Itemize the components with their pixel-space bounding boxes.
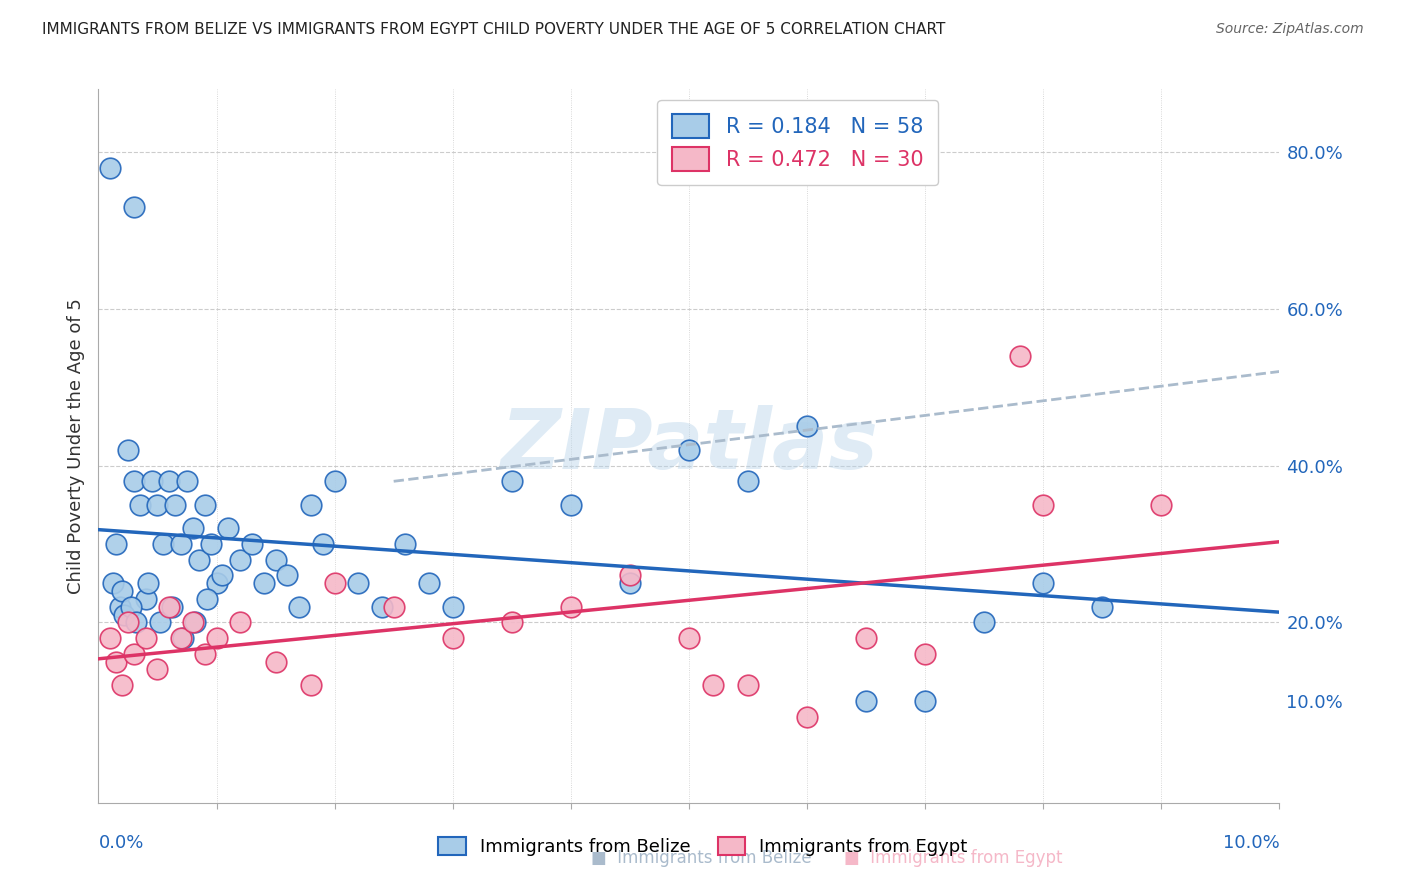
Point	[122, 475, 145, 489]
Point	[187, 552, 209, 566]
Point	[382, 599, 405, 614]
Point	[299, 678, 322, 692]
Point	[394, 537, 416, 551]
Point	[105, 537, 128, 551]
Point	[135, 631, 157, 645]
Point	[141, 475, 163, 489]
Point	[796, 709, 818, 723]
Point	[101, 576, 124, 591]
Point	[112, 607, 135, 622]
Point	[98, 161, 121, 175]
Point	[146, 663, 169, 677]
Point	[125, 615, 148, 630]
Point	[323, 475, 346, 489]
Point	[157, 599, 180, 614]
Text: ZIPatlas: ZIPatlas	[501, 406, 877, 486]
Point	[323, 576, 346, 591]
Point	[1150, 498, 1173, 512]
Point	[560, 599, 582, 614]
Point	[172, 631, 194, 645]
Point	[619, 568, 641, 582]
Point	[737, 678, 759, 692]
Point	[117, 615, 139, 630]
Point	[229, 615, 252, 630]
Point	[217, 521, 239, 535]
Point	[194, 498, 217, 512]
Point	[855, 694, 877, 708]
Point	[122, 647, 145, 661]
Point	[973, 615, 995, 630]
Point	[229, 552, 252, 566]
Point	[619, 576, 641, 591]
Point	[501, 475, 523, 489]
Text: ■  Immigrants from Belize: ■ Immigrants from Belize	[591, 849, 811, 867]
Point	[264, 552, 287, 566]
Point	[108, 599, 131, 614]
Point	[105, 655, 128, 669]
Text: Source: ZipAtlas.com: Source: ZipAtlas.com	[1216, 22, 1364, 37]
Text: ■  Immigrants from Egypt: ■ Immigrants from Egypt	[844, 849, 1062, 867]
Point	[184, 615, 207, 630]
Point	[128, 498, 150, 512]
Point	[117, 442, 139, 457]
Point	[170, 537, 193, 551]
Point	[678, 631, 700, 645]
Point	[157, 475, 180, 489]
Point	[111, 584, 134, 599]
Point	[560, 498, 582, 512]
Point	[299, 498, 322, 512]
Point	[288, 599, 311, 614]
Point	[264, 655, 287, 669]
Point	[371, 599, 394, 614]
Point	[181, 615, 204, 630]
Point	[441, 631, 464, 645]
Point	[1032, 498, 1054, 512]
Point	[176, 475, 198, 489]
Point	[1008, 349, 1031, 363]
Point	[501, 615, 523, 630]
Point	[1091, 599, 1114, 614]
Point	[205, 631, 228, 645]
Point	[796, 419, 818, 434]
Point	[211, 568, 233, 582]
Point	[121, 599, 143, 614]
Point	[181, 521, 204, 535]
Point	[136, 576, 159, 591]
Point	[441, 599, 464, 614]
Point	[914, 694, 936, 708]
Point	[1032, 576, 1054, 591]
Point	[146, 498, 169, 512]
Point	[165, 498, 187, 512]
Text: 0.0%: 0.0%	[98, 834, 143, 852]
Legend: Immigrants from Belize, Immigrants from Egypt: Immigrants from Belize, Immigrants from …	[429, 828, 977, 865]
Point	[347, 576, 370, 591]
Point	[240, 537, 263, 551]
Text: IMMIGRANTS FROM BELIZE VS IMMIGRANTS FROM EGYPT CHILD POVERTY UNDER THE AGE OF 5: IMMIGRANTS FROM BELIZE VS IMMIGRANTS FRO…	[42, 22, 946, 37]
Legend: R = 0.184   N = 58, R = 0.472   N = 30: R = 0.184 N = 58, R = 0.472 N = 30	[658, 100, 938, 186]
Y-axis label: Child Poverty Under the Age of 5: Child Poverty Under the Age of 5	[66, 298, 84, 594]
Point	[914, 647, 936, 661]
Point	[160, 599, 183, 614]
Point	[135, 591, 157, 606]
Point	[205, 576, 228, 591]
Point	[253, 576, 276, 591]
Point	[111, 678, 134, 692]
Point	[149, 615, 172, 630]
Point	[122, 200, 145, 214]
Point	[312, 537, 335, 551]
Point	[194, 647, 217, 661]
Point	[276, 568, 298, 582]
Point	[170, 631, 193, 645]
Point	[98, 631, 121, 645]
Point	[737, 475, 759, 489]
Point	[855, 631, 877, 645]
Point	[678, 442, 700, 457]
Point	[418, 576, 440, 591]
Text: 10.0%: 10.0%	[1223, 834, 1279, 852]
Point	[195, 591, 218, 606]
Point	[152, 537, 174, 551]
Point	[200, 537, 222, 551]
Point	[702, 678, 724, 692]
